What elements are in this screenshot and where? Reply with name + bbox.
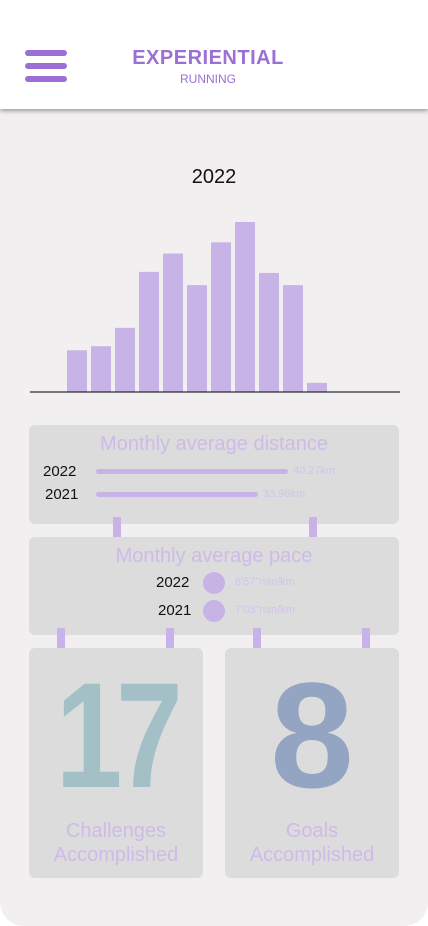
- monthly-pace-card: Monthly average pace 2022 6'57"min/km 20…: [29, 537, 399, 635]
- goals-card: 8 Goals Accomplished: [225, 648, 399, 878]
- pace-value-2022: 6'57"min/km: [235, 576, 295, 588]
- bar-mar: [115, 327, 135, 392]
- brand-logo: EXPERIENTIAL RUNNING: [108, 47, 308, 86]
- pace-year-2022: 2022: [156, 574, 190, 591]
- goals-label-line2: Accomplished: [249, 844, 375, 866]
- monthly-distance-chart: [30, 222, 400, 393]
- pace-year-2021: 2021: [158, 602, 192, 619]
- pace-dot-2021: [203, 600, 225, 622]
- distance-bar-2022: [96, 469, 288, 474]
- distance-year-2022: 2022: [43, 463, 77, 480]
- app-subtitle: RUNNING: [180, 72, 236, 86]
- distance-value-2021: 33.96km: [263, 488, 306, 500]
- menu-line: [25, 76, 67, 82]
- card-hanger: [362, 628, 370, 654]
- app-header: EXPERIENTIAL RUNNING: [0, 0, 428, 109]
- menu-line: [25, 50, 67, 56]
- goals-count: 8: [270, 651, 354, 819]
- app-title: EXPERIENTIAL: [132, 47, 284, 69]
- bar-jan: [67, 350, 87, 392]
- bar-oct: [283, 285, 303, 392]
- bar-feb: [91, 346, 111, 392]
- chart-title: 2022: [191, 166, 237, 188]
- bar-sep: [259, 272, 279, 392]
- challenges-label-line2: Accomplished: [53, 844, 179, 866]
- challenges-count: 17: [55, 651, 183, 819]
- distance-bar-2021: [96, 492, 258, 497]
- pace-value-2021: 7'03"min/km: [235, 604, 295, 616]
- menu-line: [25, 63, 67, 69]
- card-hanger: [113, 517, 121, 543]
- goals-label-line1: Goals: [285, 820, 339, 842]
- distance-year-2021: 2021: [45, 486, 79, 503]
- hamburger-menu-icon[interactable]: [25, 50, 67, 84]
- pace-card-title: Monthly average pace: [115, 545, 313, 567]
- pace-dot-2022: [203, 572, 225, 594]
- card-hanger: [309, 517, 317, 543]
- card-hanger: [253, 628, 261, 654]
- challenges-label-line1: Challenges: [65, 820, 167, 842]
- bar-apr: [139, 271, 159, 392]
- challenges-card: 17 Challenges Accomplished: [29, 648, 203, 878]
- bar-nov: [307, 382, 327, 392]
- bar-aug: [235, 222, 255, 392]
- distance-value-2022: 40.27km: [293, 465, 336, 477]
- bar-jul: [211, 242, 231, 392]
- card-hanger: [57, 628, 65, 654]
- bar-jun: [187, 285, 207, 392]
- monthly-distance-card: Monthly average distance 2022 40.27km 20…: [29, 425, 399, 524]
- distance-card-title: Monthly average distance: [100, 433, 328, 455]
- bar-may: [163, 253, 183, 392]
- card-hanger: [166, 628, 174, 654]
